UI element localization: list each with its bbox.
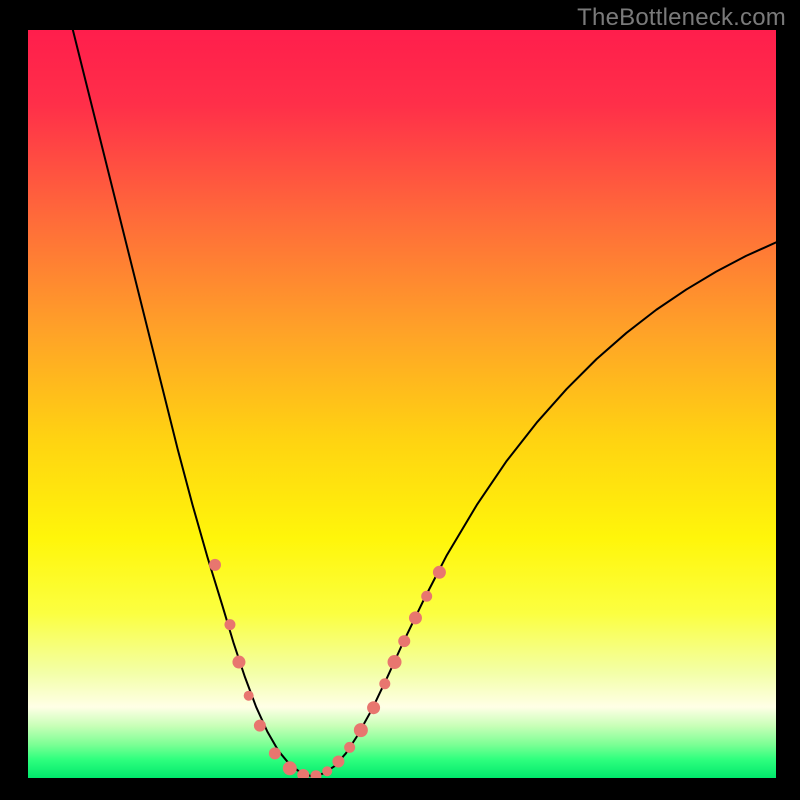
data-marker — [332, 756, 344, 768]
data-marker — [379, 678, 390, 689]
data-marker — [244, 691, 254, 701]
data-marker — [224, 619, 235, 630]
watermark-text: TheBottleneck.com — [577, 4, 786, 32]
data-marker — [398, 635, 410, 647]
data-marker — [367, 701, 380, 714]
plot-area — [28, 30, 776, 778]
data-marker — [344, 742, 355, 753]
data-marker — [433, 566, 446, 579]
data-marker — [254, 720, 266, 732]
data-marker — [269, 747, 281, 759]
chart-svg — [28, 30, 776, 778]
data-marker — [354, 723, 368, 737]
data-marker — [322, 766, 332, 776]
data-marker — [209, 559, 221, 571]
gradient-background — [28, 30, 776, 778]
data-marker — [421, 591, 432, 602]
data-marker — [409, 611, 422, 624]
data-marker — [388, 655, 402, 669]
data-marker — [283, 761, 297, 775]
data-marker — [232, 656, 245, 669]
